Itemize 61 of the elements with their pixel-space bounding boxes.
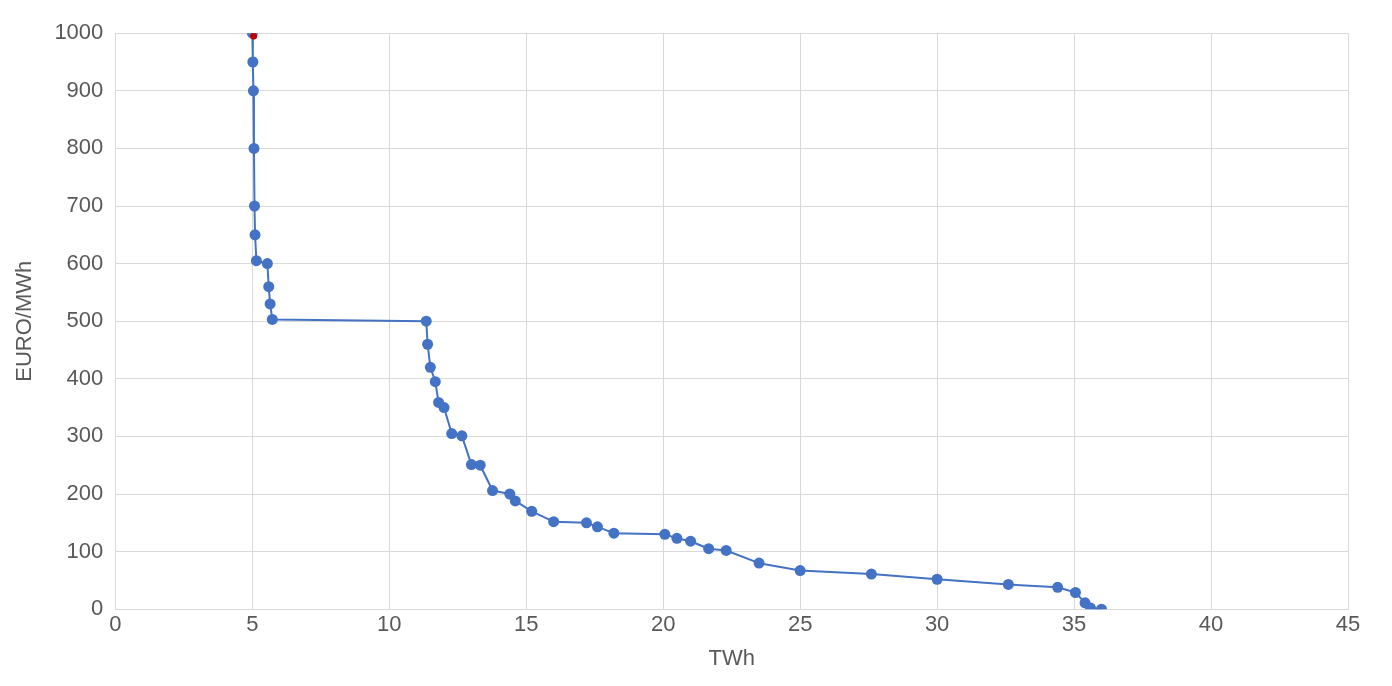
- point: [474, 459, 486, 471]
- x-tick-label: 45: [1335, 611, 1361, 637]
- point: [456, 430, 468, 442]
- y-tick-label: 700: [66, 192, 104, 218]
- y-tick-label: 300: [66, 422, 104, 448]
- x-tick-label: 35: [1061, 611, 1087, 637]
- point: [526, 505, 538, 517]
- point: [608, 527, 620, 539]
- y-tick-label: 600: [66, 249, 104, 275]
- point: [659, 528, 671, 540]
- point: [264, 298, 276, 310]
- point: [424, 361, 436, 373]
- point: [420, 315, 432, 327]
- x-tick-label: 40: [1198, 611, 1224, 637]
- point: [1052, 581, 1064, 593]
- point: [1002, 578, 1014, 590]
- x-tick-label: 25: [787, 611, 813, 637]
- x-tick-label: 15: [513, 611, 539, 637]
- point: [248, 142, 260, 154]
- point: [509, 495, 521, 507]
- point: [429, 376, 441, 388]
- y-tick-label: 200: [66, 480, 104, 506]
- point: [247, 85, 259, 97]
- y-tick-label: 100: [66, 537, 104, 563]
- y-tick-label: 800: [66, 134, 104, 160]
- x-tick-label: 20: [650, 611, 676, 637]
- point: [720, 544, 732, 556]
- point: [249, 229, 261, 241]
- point: [865, 568, 877, 580]
- point: [438, 402, 450, 414]
- y-axis-title: EURO/MWh: [11, 260, 37, 382]
- point: [753, 557, 765, 569]
- point: [703, 543, 715, 555]
- point: [249, 200, 260, 212]
- point: [263, 281, 275, 293]
- x-axis-title: TWh: [708, 644, 755, 670]
- point: [487, 485, 499, 497]
- y-tick-label: 500: [66, 307, 104, 333]
- y-tick-label: 400: [66, 364, 104, 390]
- point: [250, 33, 258, 40]
- point: [591, 521, 603, 533]
- point: [931, 573, 943, 585]
- x-tick-label: 10: [377, 611, 402, 637]
- point: [1069, 587, 1081, 598]
- y-tick-label: 0: [91, 595, 104, 621]
- point: [548, 516, 560, 528]
- x-tick-label: 30: [924, 611, 950, 637]
- point: [261, 258, 273, 270]
- point: [422, 338, 434, 350]
- point: [446, 428, 458, 440]
- y-tick-label: 900: [66, 76, 104, 102]
- x-tick-label: 5: [246, 611, 259, 637]
- point: [250, 255, 262, 267]
- x-tick-label: 0: [109, 611, 122, 637]
- point: [266, 313, 278, 325]
- point: [671, 532, 683, 544]
- point: [794, 565, 806, 577]
- point: [247, 56, 259, 68]
- point: [685, 535, 697, 547]
- point: [580, 517, 592, 529]
- y-tick-label: 1000: [54, 19, 104, 45]
